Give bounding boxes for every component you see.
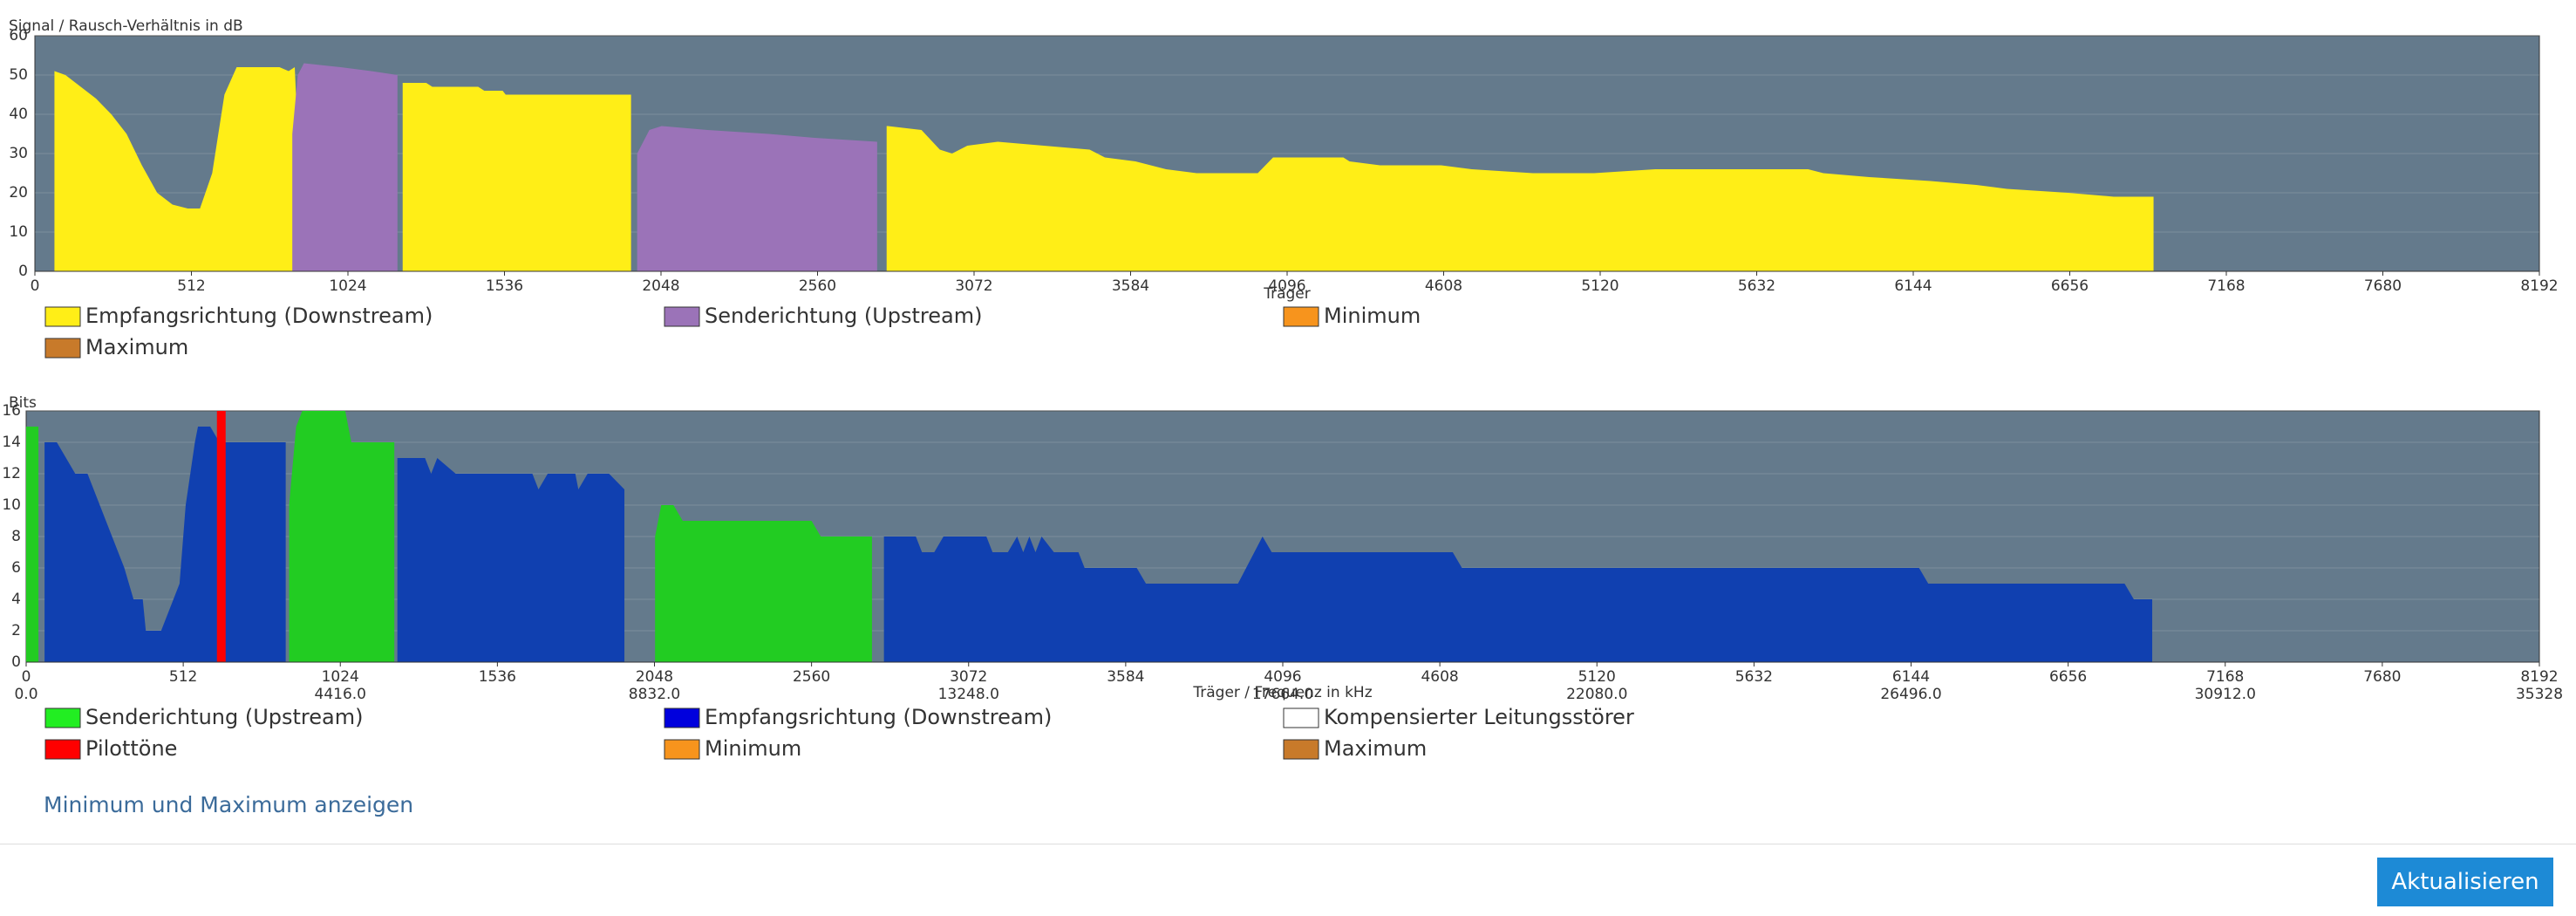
series-area xyxy=(26,427,39,662)
x-tick-label: 4096 xyxy=(1264,668,1301,686)
legend-label: Minimum xyxy=(705,736,801,761)
legend-label: Senderichtung (Upstream) xyxy=(85,705,363,729)
legend-label: Maximum xyxy=(1324,736,1427,761)
x-tick-label: 6656 xyxy=(2051,277,2089,295)
x2-tick-label: 35328 xyxy=(2516,686,2563,703)
x-tick-label: 5120 xyxy=(1581,277,1619,295)
x-tick-label: 5632 xyxy=(1735,668,1773,686)
x-tick-label: 4096 xyxy=(1268,277,1305,295)
x-tick-label: 6144 xyxy=(1894,277,1932,295)
series-area xyxy=(289,411,395,662)
x-tick-label: 2048 xyxy=(636,668,673,686)
x-tick-label: 6656 xyxy=(2049,668,2087,686)
y-tick-label: 20 xyxy=(9,184,28,202)
series-area xyxy=(655,505,872,662)
y-tick-label: 14 xyxy=(2,434,21,451)
x-axis-title: Träger / Frequenz in kHz xyxy=(1192,684,1372,701)
legend-swatch xyxy=(44,708,81,728)
x-tick-label: 7680 xyxy=(2364,277,2402,295)
y-tick-label: 30 xyxy=(9,145,28,162)
series-area xyxy=(883,537,2153,662)
x-tick-label: 2048 xyxy=(642,277,679,295)
y-axis-title: Bits xyxy=(9,394,37,412)
x-tick-label: 3072 xyxy=(955,277,992,295)
legend-swatch xyxy=(664,739,700,760)
legend-label: Empfangsrichtung (Downstream) xyxy=(705,705,1052,729)
legend-swatch xyxy=(44,338,81,359)
legend-swatch xyxy=(1283,739,1319,760)
y-tick-label: 0 xyxy=(11,653,21,671)
x-tick-label: 8192 xyxy=(2520,668,2558,686)
x-tick-label: 1536 xyxy=(479,668,516,686)
x-tick-label: 1024 xyxy=(329,277,366,295)
x-tick-label: 5632 xyxy=(1738,277,1775,295)
x2-tick-label: 0.0 xyxy=(14,686,37,703)
x-tick-label: 1536 xyxy=(486,277,523,295)
y-tick-label: 16 xyxy=(2,402,21,420)
legend-label: Empfangsrichtung (Downstream) xyxy=(85,304,433,328)
legend-swatch xyxy=(664,708,700,728)
legend-swatch xyxy=(44,306,81,327)
x-tick-label: 2560 xyxy=(793,668,830,686)
x-tick-label: 1024 xyxy=(322,668,359,686)
series-area xyxy=(637,126,877,271)
x2-tick-label: 17664.0 xyxy=(1252,686,1313,703)
series-area xyxy=(54,67,296,271)
x-tick-label: 7680 xyxy=(2363,668,2401,686)
legend-label: Maximum xyxy=(85,335,188,359)
y-tick-label: 10 xyxy=(9,223,28,241)
y-tick-label: 0 xyxy=(18,263,28,280)
charts: Signal / Rausch-Verhältnis in dB01020304… xyxy=(2,17,2563,761)
x2-tick-label: 22080.0 xyxy=(1566,686,1627,703)
legend-label: Pilottöne xyxy=(85,736,177,761)
y-tick-label: 4 xyxy=(11,591,21,608)
x-tick-label: 512 xyxy=(177,277,205,295)
x-tick-label: 4608 xyxy=(1421,668,1458,686)
x2-tick-label: 13248.0 xyxy=(938,686,999,703)
legend-label: Minimum xyxy=(1324,304,1421,328)
y-tick-label: 60 xyxy=(9,27,28,44)
y-tick-label: 2 xyxy=(11,622,21,639)
x-tick-label: 4608 xyxy=(1425,277,1462,295)
x-tick-label: 512 xyxy=(169,668,197,686)
y-tick-label: 10 xyxy=(2,496,21,514)
y-tick-label: 40 xyxy=(9,106,28,123)
series-area xyxy=(292,63,398,271)
series-area xyxy=(886,126,2154,271)
y-axis-title: Signal / Rausch-Verhältnis in dB xyxy=(9,17,243,35)
x-tick-label: 7168 xyxy=(2207,277,2245,295)
x2-tick-label: 8832.0 xyxy=(629,686,680,703)
x-tick-label: 0 xyxy=(31,277,40,295)
x-tick-label: 3072 xyxy=(950,668,987,686)
x-tick-label: 5120 xyxy=(1578,668,1616,686)
x-axis-title: Träger xyxy=(1263,285,1311,303)
y-tick-label: 8 xyxy=(11,528,21,545)
x2-tick-label: 4416.0 xyxy=(315,686,366,703)
x2-tick-label: 26496.0 xyxy=(1880,686,1941,703)
legend-swatch xyxy=(664,306,700,327)
x-tick-label: 2560 xyxy=(799,277,836,295)
y-tick-label: 50 xyxy=(9,66,28,84)
x-tick-label: 6144 xyxy=(1892,668,1930,686)
pilot-tone-bar xyxy=(216,411,226,662)
series-area xyxy=(402,83,631,271)
series-area xyxy=(397,458,625,662)
x-tick-label: 7168 xyxy=(2206,668,2244,686)
legend-swatch xyxy=(1283,306,1319,327)
x2-tick-label: 30912.0 xyxy=(2195,686,2256,703)
y-tick-label: 12 xyxy=(2,465,21,482)
x-tick-label: 3584 xyxy=(1112,277,1149,295)
legend-label: Kompensierter Leitungsstörer xyxy=(1324,705,1634,729)
show-min-max-link[interactable]: Minimum und Maximum anzeigen xyxy=(44,792,414,817)
x-tick-label: 8192 xyxy=(2520,277,2558,295)
x-tick-label: 3584 xyxy=(1107,668,1144,686)
legend-label: Senderichtung (Upstream) xyxy=(705,304,982,328)
y-tick-label: 6 xyxy=(11,559,21,577)
legend-swatch xyxy=(1283,708,1319,728)
x-tick-label: 0 xyxy=(22,668,31,686)
legend-swatch xyxy=(44,739,81,760)
refresh-button[interactable]: Aktualisieren xyxy=(2377,858,2553,906)
